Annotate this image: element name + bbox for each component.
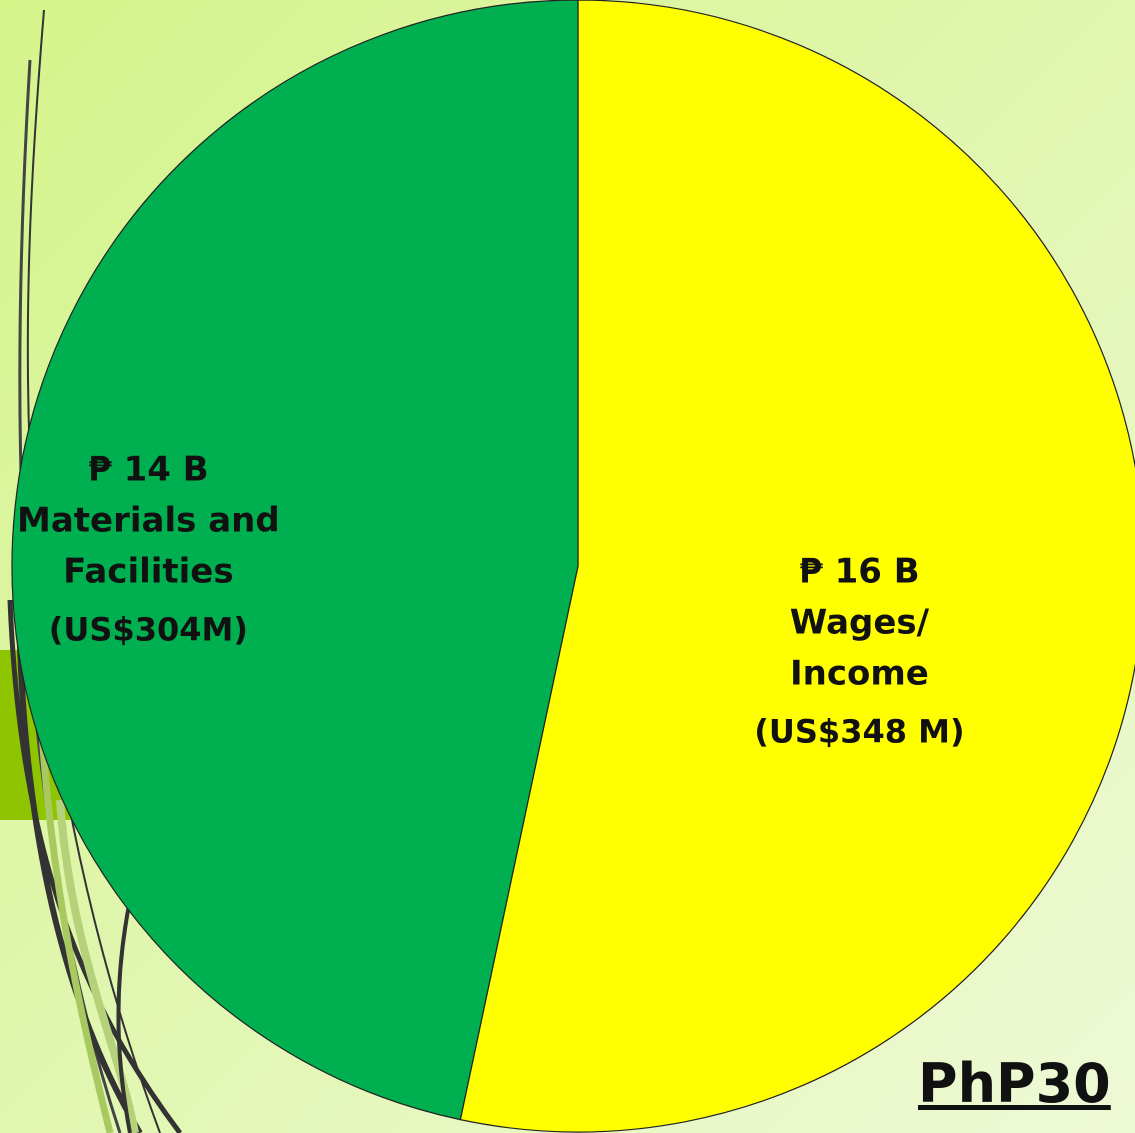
decor-lines <box>7 9 182 1133</box>
total-label: PhP30 <box>918 1052 1111 1115</box>
usd-label: (US$348 M) <box>754 712 965 751</box>
pie-slice <box>11 0 579 1121</box>
category-label: Wages/ Income <box>789 602 930 694</box>
slice-label: ₱ 16 B Wages/ Income (US$348 M) <box>739 546 979 755</box>
pie-slice <box>459 0 1135 1133</box>
slice-label: ₱ 14 B Materials and Facilities (US$304M) <box>13 444 283 653</box>
usd-label: (US$304M) <box>48 610 248 649</box>
category-label: Materials and Facilities <box>17 500 280 592</box>
value-label: ₱ 16 B <box>799 551 920 592</box>
value-label: ₱ 14 B <box>88 449 209 490</box>
